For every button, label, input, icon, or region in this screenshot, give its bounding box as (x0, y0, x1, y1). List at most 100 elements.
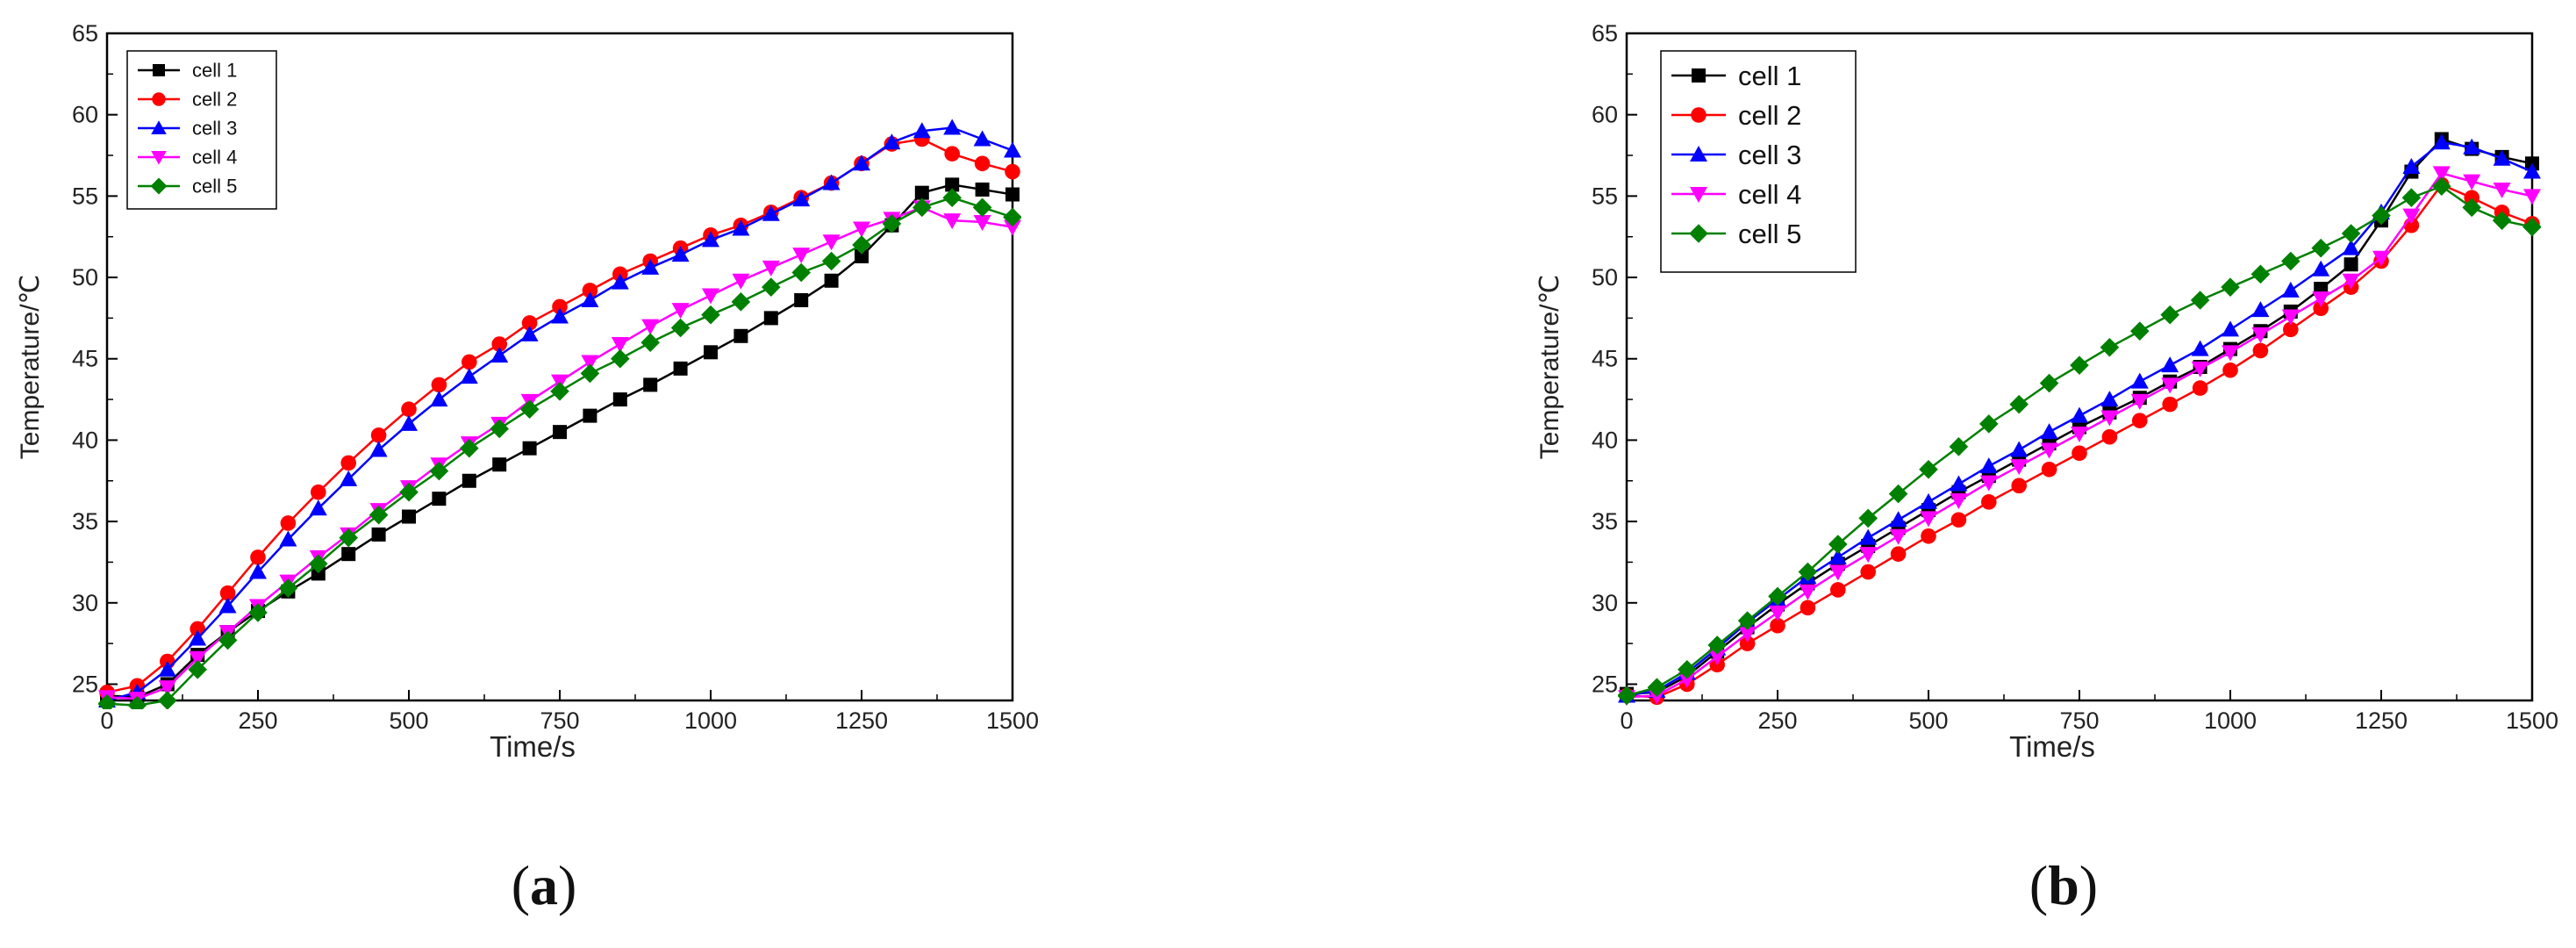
data-point (1828, 535, 1848, 554)
y-tick-label: 65 (72, 20, 98, 47)
data-point (1770, 617, 1785, 634)
data-point (430, 391, 448, 407)
data-point (944, 146, 960, 162)
data-point (2071, 406, 2088, 423)
y-tick-label: 60 (72, 102, 98, 128)
data-point (2311, 238, 2330, 258)
data-point (552, 298, 568, 315)
data-point (2343, 257, 2358, 272)
data-point (612, 392, 627, 407)
data-point (401, 401, 417, 417)
data-point (2251, 327, 2270, 343)
data-point (218, 630, 238, 650)
data-point (583, 408, 597, 423)
data-point (1921, 528, 1936, 544)
x-tick-label: 750 (540, 707, 579, 734)
data-point (2402, 158, 2421, 174)
data-point (912, 198, 932, 218)
legend-marker (1692, 68, 1706, 83)
data-point (341, 547, 356, 562)
data-point (2402, 208, 2421, 225)
data-point (1981, 494, 1997, 510)
data-point (762, 260, 780, 276)
data-point (2072, 445, 2087, 462)
data-point (2070, 356, 2089, 375)
panel-label-close: ) (2079, 854, 2098, 916)
data-point (340, 455, 357, 471)
data-point (853, 221, 870, 238)
data-point (1950, 493, 1968, 509)
data-point (250, 549, 266, 565)
data-point (762, 205, 780, 221)
x-tick-label: 1500 (986, 707, 1039, 734)
y-tick-label: 55 (1592, 183, 1618, 209)
data-point (340, 470, 358, 486)
data-point (2039, 373, 2059, 393)
data-point (1979, 414, 1999, 434)
data-point (972, 198, 992, 218)
data-point (2100, 337, 2120, 357)
data-point (943, 118, 962, 135)
data-point (2222, 345, 2239, 362)
panel-label-letter: b (2048, 854, 2079, 916)
data-point (731, 292, 751, 312)
legend-label: cell 3 (192, 118, 237, 140)
data-point (371, 527, 386, 542)
data-point (1004, 219, 1021, 236)
data-point (1737, 611, 1757, 630)
data-point (2160, 305, 2179, 325)
x-tick-label: 500 (1908, 707, 1948, 734)
data-point (339, 528, 358, 548)
data-point (1005, 187, 1020, 202)
data-point (763, 311, 778, 326)
x-axis-title: Time/s (2009, 730, 2095, 763)
data-point (278, 578, 298, 598)
data-point (671, 303, 690, 320)
x-tick-label: 0 (1620, 707, 1633, 734)
legend-label: cell 1 (1738, 61, 1801, 91)
data-point (2132, 413, 2148, 428)
data-point (2463, 138, 2481, 154)
data-point (2463, 174, 2481, 190)
data-point (671, 246, 690, 262)
data-point (640, 333, 660, 352)
data-point (460, 368, 478, 384)
data-point (2312, 260, 2330, 276)
data-point (1920, 492, 1937, 509)
y-tick-label: 30 (1592, 590, 1618, 616)
data-point (1949, 437, 1969, 456)
data-point (1799, 584, 1817, 600)
data-point (1920, 511, 1937, 528)
data-point (1859, 528, 1878, 545)
data-point (2341, 224, 2361, 243)
x-axis-title: Time/s (490, 730, 576, 763)
data-point (2312, 291, 2330, 308)
data-point (882, 214, 902, 233)
x-tick-label: 1250 (2355, 707, 2408, 734)
data-point (974, 155, 991, 172)
series-group (98, 118, 1021, 709)
y-tick-label: 60 (1592, 102, 1618, 128)
legend-marker (152, 92, 166, 106)
data-point (1890, 546, 1907, 562)
data-point (280, 515, 297, 531)
data-point (2313, 300, 2329, 317)
data-point (2523, 189, 2541, 205)
data-point (2161, 356, 2179, 373)
legend: cell 1 cell 2 cell 3 cell 4 cell 5 (126, 50, 277, 210)
data-point (2251, 301, 2270, 318)
x-tick-label: 1000 (684, 707, 737, 734)
data-point (2162, 396, 2178, 413)
data-point (370, 427, 387, 443)
data-point (2283, 321, 2299, 338)
data-point (490, 347, 509, 363)
legend: cell 1 cell 2 cell 3 cell 4 cell 5 (1660, 50, 1857, 273)
data-point (943, 213, 962, 230)
y-axis-title: Temperature/℃ (16, 275, 45, 459)
data-point (732, 273, 750, 290)
data-point (822, 174, 841, 190)
data-point (702, 288, 719, 305)
data-point (2432, 176, 2451, 197)
data-point (853, 154, 870, 171)
x-tick-label: 0 (100, 707, 113, 734)
